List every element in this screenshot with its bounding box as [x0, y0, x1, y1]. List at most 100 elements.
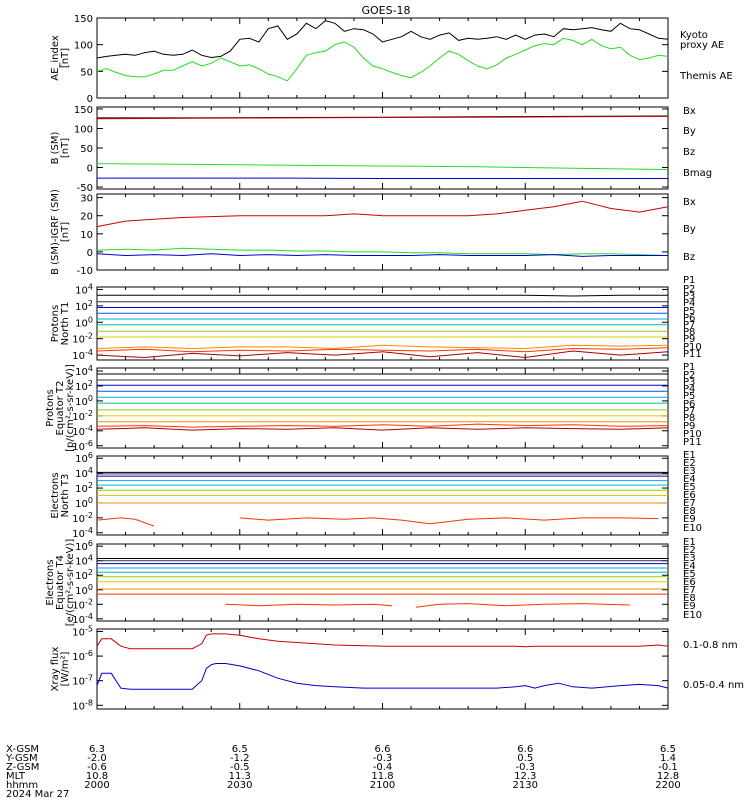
- legend-label: E7: [683, 498, 696, 509]
- legend-label: P6: [683, 399, 695, 410]
- x-axis-value: -0.1: [658, 762, 678, 773]
- legend-label: E4: [683, 474, 696, 485]
- panel-frame: [96, 628, 669, 710]
- legend-label: P11: [683, 437, 702, 448]
- y-tick-label: 100: [74, 41, 93, 52]
- y-tick-label: 10-2: [72, 332, 93, 346]
- legend-label: P2: [683, 284, 695, 295]
- legend-label: Bmag: [683, 168, 712, 179]
- panel-frame: [96, 106, 669, 190]
- x-axis-value: -1.2: [230, 753, 250, 764]
- y-axis-label: Electrons: [45, 559, 56, 605]
- panel-8: Xray flux [W/m²] 0.1-0.8 nm 0.05-0.4 nm: [50, 628, 744, 710]
- x-axis-row-label: MLT: [6, 771, 26, 782]
- legend-label: P1: [683, 275, 695, 286]
- y-tick-label: 102: [75, 481, 93, 495]
- series-line-p1: [97, 294, 668, 297]
- x-axis-row-label: Z-GSM: [6, 762, 39, 773]
- x-axis-value: 10.8: [86, 771, 108, 782]
- legend-label: E8: [683, 593, 696, 604]
- y-tick-label: 104: [75, 466, 93, 480]
- y-axis-label: Protons: [45, 389, 56, 426]
- legend-label: E10: [683, 610, 702, 621]
- x-axis-value: 6.6: [375, 744, 391, 755]
- legend-label: P4: [683, 384, 695, 395]
- legend-label: E4: [683, 561, 696, 572]
- x-axis-value: -0.3: [373, 753, 393, 764]
- legend-label: E9: [683, 601, 696, 612]
- date-label: 2024 Mar 27: [6, 789, 69, 800]
- y-tick-label: 104: [75, 554, 93, 568]
- y-tick-label: 102: [75, 568, 93, 582]
- y-axis-label: B (SM)-IGRF (SM): [50, 189, 61, 275]
- y-axis-label: [nT]: [60, 138, 71, 158]
- legend-label: E5: [683, 569, 696, 580]
- x-axis-row-label: X-GSM: [6, 744, 39, 755]
- series-line-by: [96, 247, 669, 256]
- series-line-p9: [96, 344, 669, 350]
- x-axis-value: 2100: [370, 780, 395, 791]
- legend-label: E8: [683, 506, 696, 517]
- x-axis-value: 1.4: [660, 753, 676, 764]
- legend-label: P3: [683, 291, 695, 302]
- x-axis-value: -0.6: [87, 762, 107, 773]
- legend-label: P5: [683, 391, 695, 402]
- series-line-kyoto-proxy-ae: [96, 37, 669, 82]
- y-axis-label: Electrons: [50, 472, 61, 518]
- y-tick-label: 150: [74, 14, 93, 25]
- x-axis-value: 12.8: [657, 771, 679, 782]
- legend-label: P11: [683, 349, 702, 360]
- plot-title: GOES-18: [361, 4, 410, 17]
- legend-label: P6: [683, 313, 695, 324]
- legend-label: P9: [683, 421, 695, 432]
- legend-label: P2: [683, 370, 695, 381]
- x-axis-value: 11.8: [371, 771, 393, 782]
- legend-label: P10: [683, 342, 702, 353]
- y-tick-label: -50: [77, 183, 93, 194]
- legend-label: E3: [683, 466, 696, 477]
- y-tick-label: 10-2: [72, 409, 93, 423]
- y-axis-label: [nT]: [60, 48, 71, 68]
- x-axis-row-label: hhmm: [6, 780, 38, 791]
- series-line-p10: [96, 423, 669, 428]
- legend-label: E2: [683, 458, 696, 469]
- series-line-bz: [96, 200, 669, 228]
- y-axis-label: Xray flux: [50, 647, 61, 692]
- y-tick-label: 104: [75, 364, 93, 378]
- legend-label: P7: [683, 320, 695, 331]
- y-tick-label: 50: [80, 144, 93, 155]
- legend-label: E6: [683, 577, 696, 588]
- y-tick-label: 10-4: [72, 526, 93, 540]
- series-line-p11: [96, 427, 669, 431]
- series-line-e9: [225, 603, 393, 607]
- x-axis-value: 6.5: [660, 744, 676, 755]
- x-axis-value: -2.0: [87, 753, 107, 764]
- x-axis-value: 6.5: [232, 744, 248, 755]
- panel-7: Electrons Equator T4 [e/(cm²-s-sr-keV)] E1E…: [45, 537, 702, 626]
- series-line-bz: [96, 115, 669, 120]
- legend-label: P8: [683, 413, 695, 424]
- y-tick-label: 102: [75, 299, 93, 313]
- y-tick-label: 100: [75, 583, 93, 597]
- x-axis-value: -0.5: [230, 762, 250, 773]
- series-line-by: [96, 163, 669, 170]
- y-axis-label: AE_index: [50, 35, 61, 81]
- legend-label: Bz: [683, 252, 695, 263]
- y-tick-label: 10-6: [72, 439, 93, 453]
- series-line-0-1-0-8-nm: [96, 633, 669, 650]
- y-tick-label: 100: [74, 124, 93, 135]
- legend-label: E6: [683, 490, 696, 501]
- y-tick-label: 20: [80, 212, 93, 223]
- y-tick-label: 10-6: [72, 649, 93, 663]
- y-tick-label: 100: [75, 496, 93, 510]
- y-tick-label: 106: [75, 451, 93, 465]
- y-tick-label: 0: [87, 248, 93, 259]
- series-line-e9: [415, 603, 630, 608]
- x-axis-value: 2030: [227, 780, 252, 791]
- panel-frame: [96, 17, 669, 99]
- legend-label: 0.05-0.4 nm: [683, 680, 744, 691]
- x-axis-value: 2000: [84, 780, 109, 791]
- legend-label: Bz: [683, 147, 695, 158]
